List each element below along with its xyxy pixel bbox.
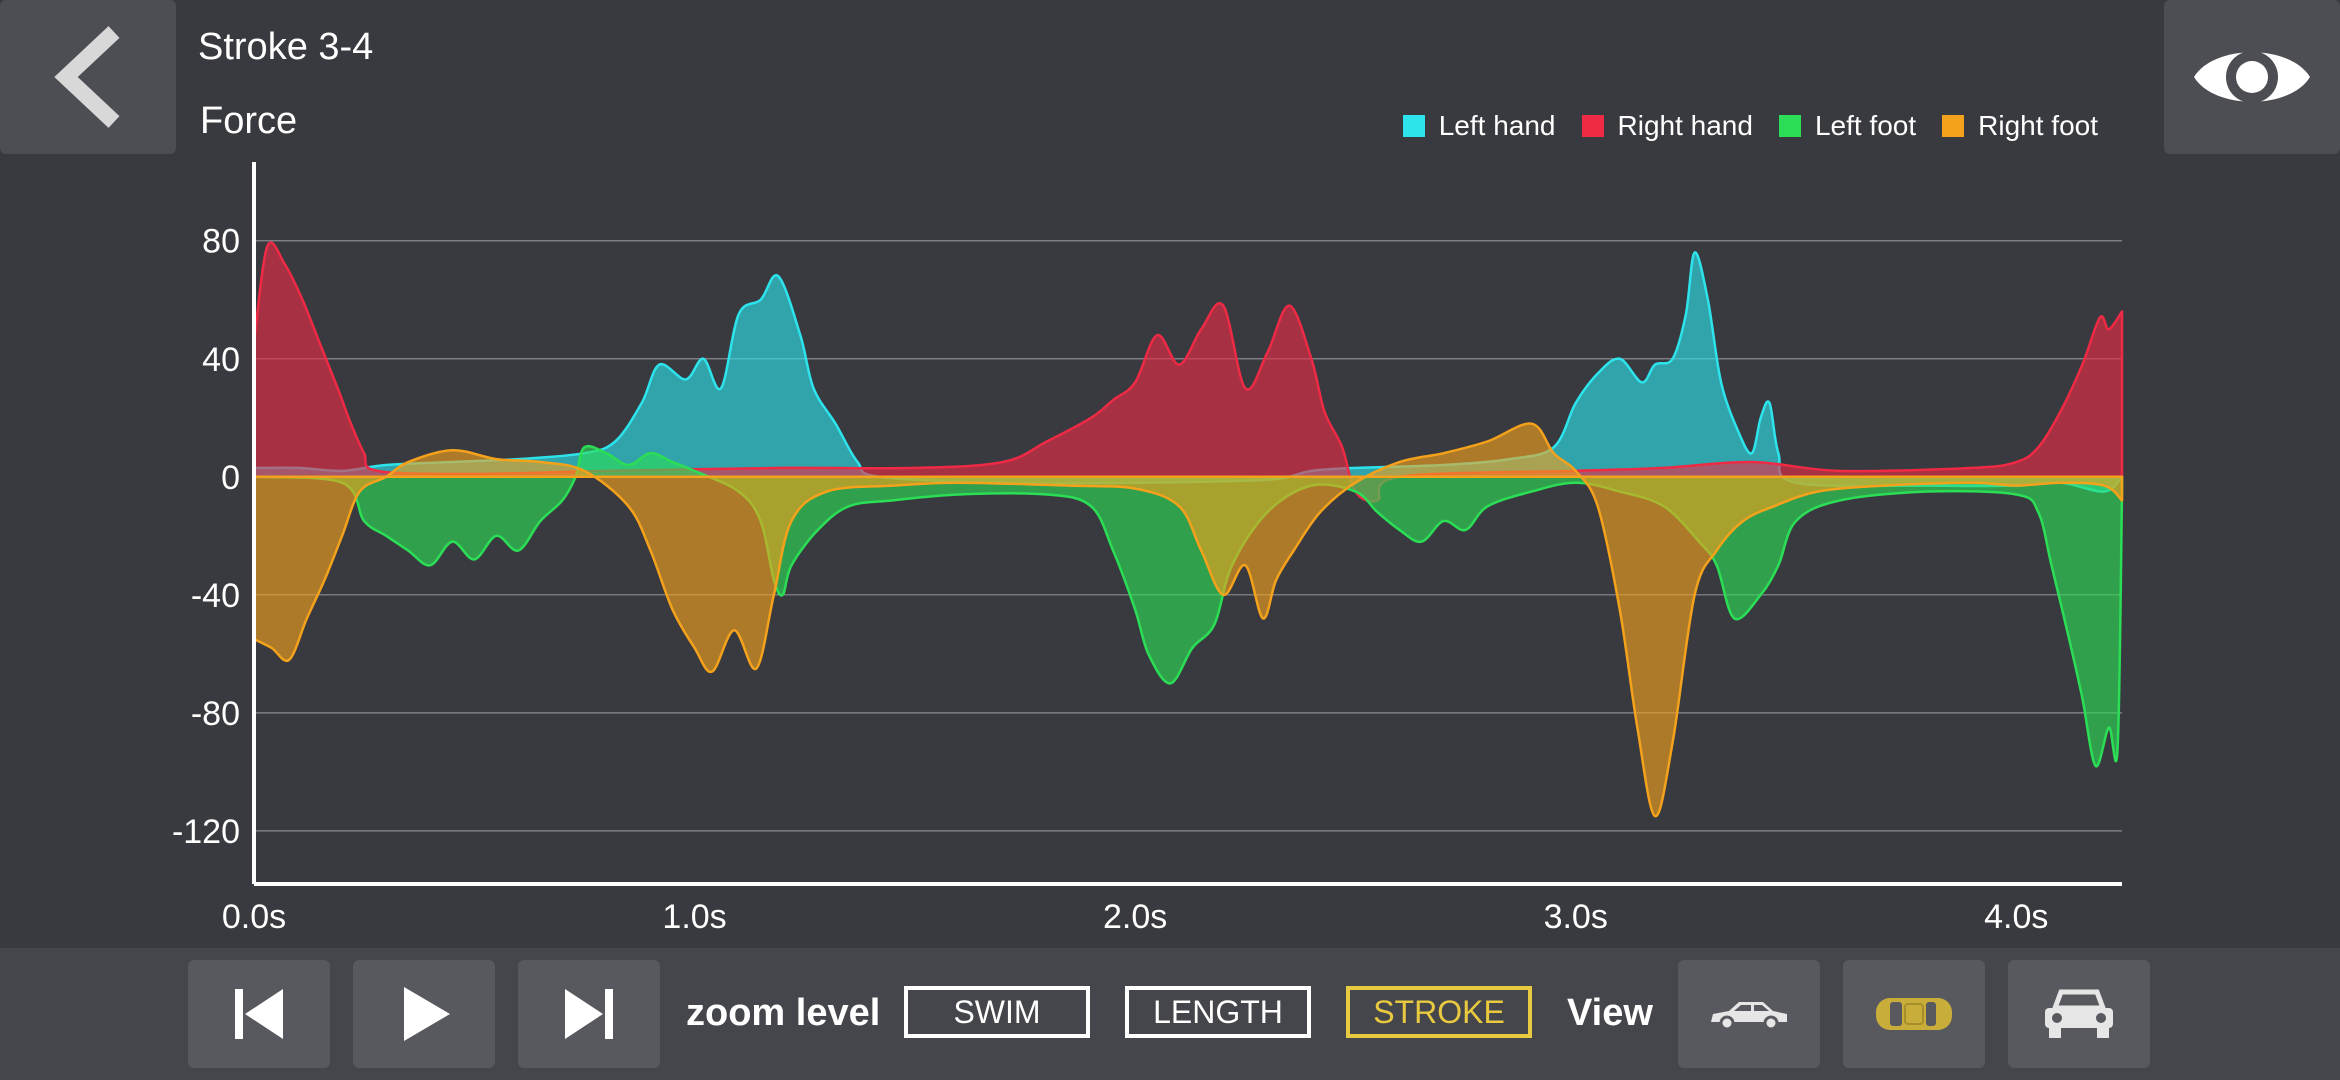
legend-label: Left foot	[1814, 110, 1917, 141]
x-tick-label: 1.0s	[662, 898, 726, 936]
area-series-left-foot	[252, 444, 2124, 768]
back-button[interactable]	[0, 0, 176, 154]
zoom-stroke-button[interactable]: STROKE	[1346, 986, 1532, 1038]
skip-forward-icon	[565, 989, 613, 1039]
zoom-length-button[interactable]: LENGTH	[1125, 986, 1311, 1038]
legend-item-right-hand[interactable]: Right hand	[1581, 110, 1753, 142]
eye-icon	[2194, 51, 2310, 103]
playback-bar: zoom level SWIM LENGTH STROKE View	[0, 948, 2340, 1080]
skip-forward-button[interactable]	[518, 960, 660, 1068]
y-tick-label: 40	[202, 341, 240, 379]
force-chart[interactable]: 80 40 0 -40 -80 -120 0.0s 1.0s 2.0s 3.0s 4.0s	[0, 0, 2340, 948]
legend-item-left-hand[interactable]: Left hand	[1402, 110, 1556, 142]
x-tick-label: 4.0s	[1984, 898, 2048, 936]
car-front-icon	[2045, 989, 2113, 1038]
y-tick-label: 80	[202, 223, 240, 261]
legend-label: Right foot	[1978, 110, 2098, 141]
play-button[interactable]	[353, 960, 495, 1068]
area-series-right-hand	[252, 241, 2124, 503]
view-label: View	[1567, 992, 1653, 1034]
play-icon	[404, 987, 450, 1041]
x-tick-label: 2.0s	[1103, 898, 1167, 936]
chevron-left-icon	[54, 26, 120, 128]
legend-swatch	[1581, 115, 1604, 137]
car-top-icon	[1876, 998, 1952, 1030]
y-tick-label: 0	[221, 459, 240, 497]
skip-back-icon	[235, 989, 283, 1039]
zoom-swim-button[interactable]: SWIM	[904, 986, 1090, 1038]
view-side-button[interactable]	[1678, 960, 1820, 1068]
legend-item-right-foot[interactable]: Right foot	[1942, 110, 2098, 142]
legend-swatch	[1942, 115, 1965, 137]
zoom-level-label: zoom level	[686, 992, 881, 1034]
view-top-button[interactable]	[1843, 960, 1985, 1068]
x-tick-label: 0.0s	[222, 898, 286, 936]
legend-item-left-foot[interactable]: Left foot	[1778, 110, 1917, 142]
visibility-toggle-button[interactable]	[2164, 0, 2340, 154]
y-tick-label: -80	[191, 695, 240, 733]
chart-title: Force	[200, 100, 298, 142]
legend-label: Left hand	[1438, 110, 1556, 141]
legend-swatch	[1778, 115, 1801, 137]
chart-legend: Left hand Right hand Left foot Right foo…	[1391, 110, 2098, 142]
legend-swatch	[1402, 115, 1425, 137]
view-front-button[interactable]	[2008, 960, 2150, 1068]
legend-label: Right hand	[1617, 110, 1753, 141]
car-side-icon	[1711, 1002, 1787, 1031]
skip-back-button[interactable]	[188, 960, 330, 1068]
y-tick-label: -40	[191, 577, 240, 615]
x-tick-label: 3.0s	[1544, 898, 1608, 936]
stroke-title: Stroke 3-4	[198, 26, 374, 68]
area-series-right-foot	[252, 422, 2124, 818]
y-tick-label: -120	[172, 813, 240, 851]
